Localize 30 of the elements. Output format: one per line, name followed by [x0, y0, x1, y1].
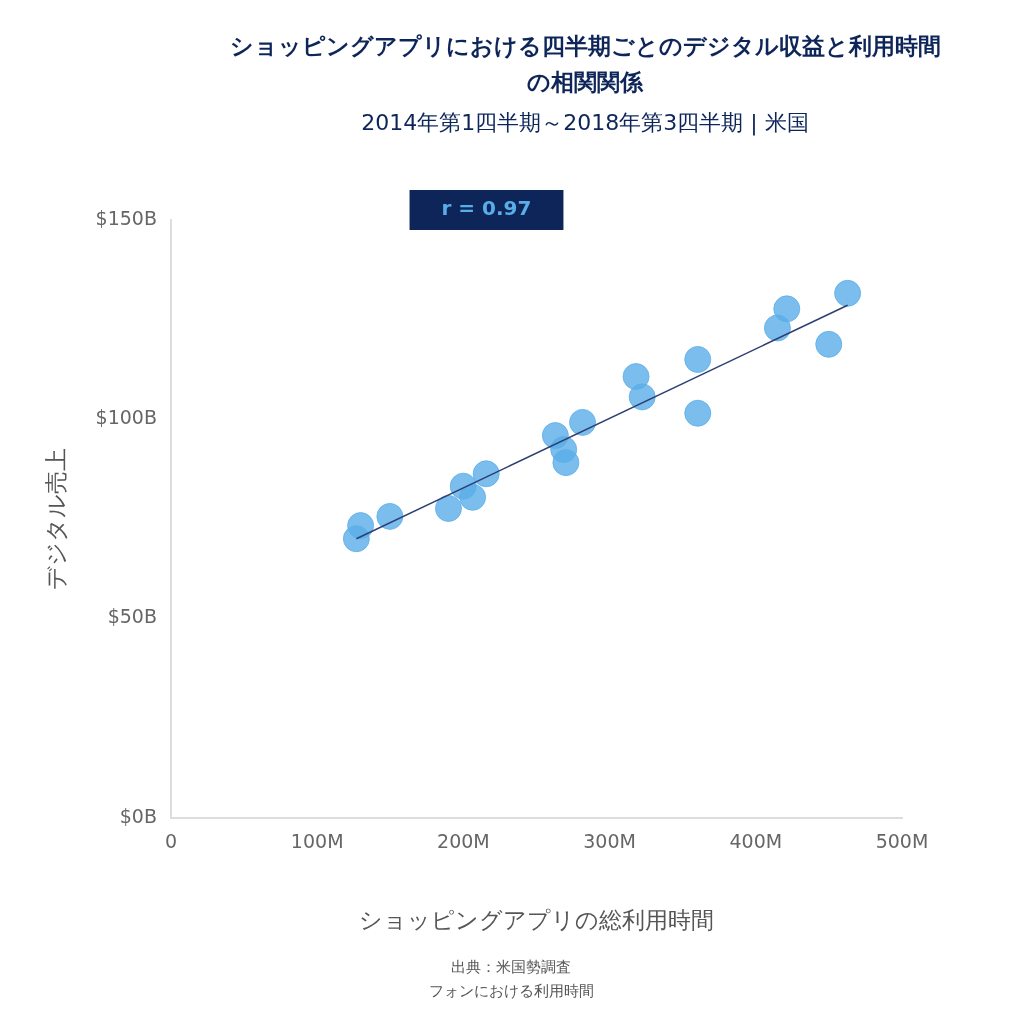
- point: [569, 408, 597, 436]
- point: [459, 483, 487, 511]
- point: [376, 502, 404, 530]
- y-tick-label: $0B: [119, 804, 157, 827]
- source-note: 出典：米国勢調査: [451, 958, 571, 976]
- point: [815, 330, 843, 358]
- point: [434, 494, 462, 522]
- point: [628, 383, 656, 411]
- x-tick-label: 400M: [729, 829, 783, 852]
- annotation: r = 0.97: [441, 196, 532, 221]
- x-tick-label: 0: [164, 829, 178, 852]
- point: [472, 460, 500, 488]
- x-axis-title: ショッピングアプリの総利用時間: [358, 907, 714, 934]
- y-tick-label: $100B: [95, 406, 157, 429]
- chart-title: ショッピングアプリにおける四半期ごとのデジタル収益と利用時間の相関関係: [228, 32, 942, 97]
- y-tick-label: $50B: [107, 605, 157, 628]
- text: フォンにおける利用時間: [428, 982, 594, 1000]
- chart-subtitle: 2014年第1四半期～2018年第3四半期 | 米国: [360, 109, 810, 138]
- point: [347, 512, 375, 540]
- point: [773, 295, 801, 323]
- x-tick-label: 300M: [583, 829, 636, 852]
- point: [552, 449, 580, 477]
- x-tick-label: 100M: [290, 829, 344, 852]
- y-tick-label: $150B: [95, 206, 157, 229]
- y-axis-title: デジタル売上: [42, 447, 69, 590]
- x-tick-label: 500M: [875, 829, 929, 852]
- point: [684, 345, 712, 373]
- point: [834, 279, 862, 307]
- point: [684, 399, 712, 427]
- x-tick-label: 200M: [437, 829, 490, 852]
